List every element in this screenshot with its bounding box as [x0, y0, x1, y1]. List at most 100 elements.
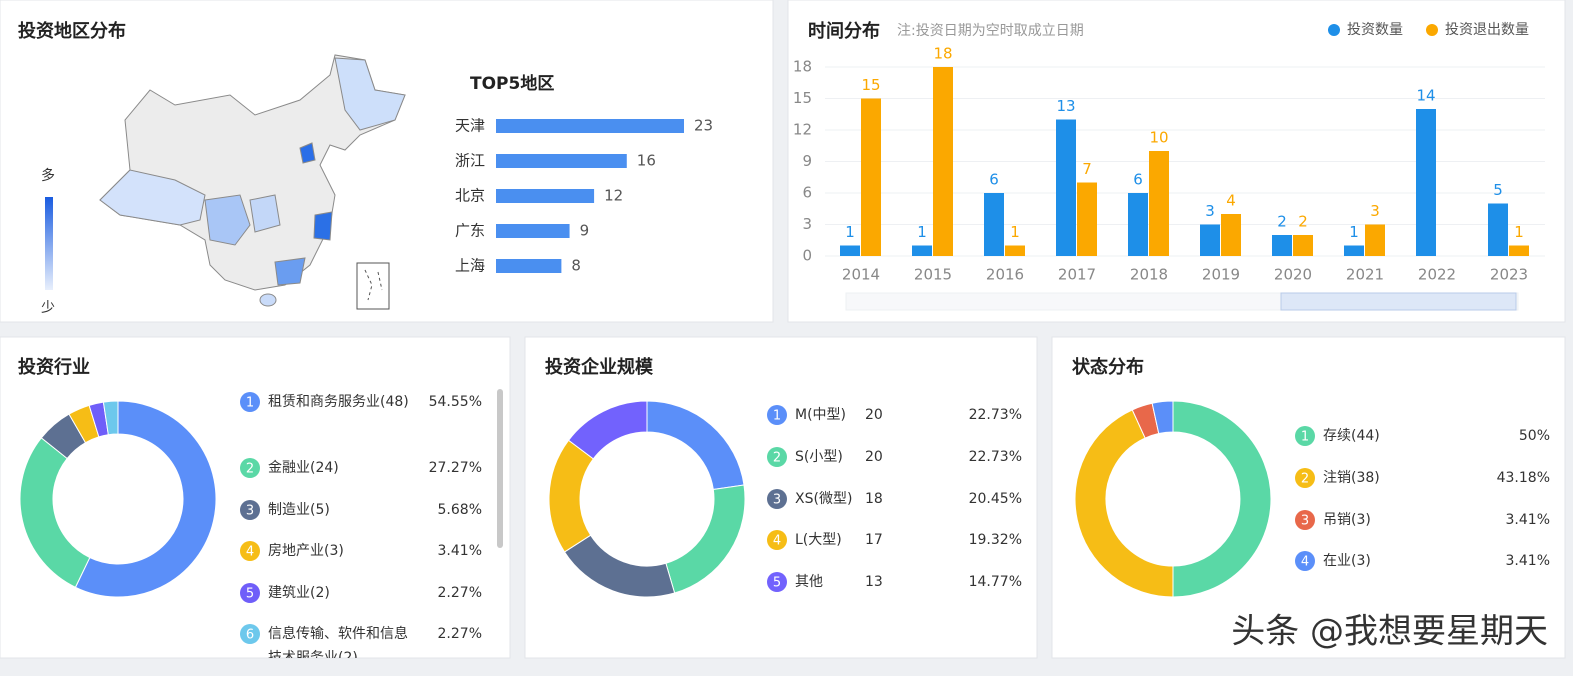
legend-number: 4 — [1301, 555, 1309, 570]
bar — [496, 119, 684, 133]
data-label: 1 — [1514, 223, 1524, 241]
bar — [1365, 224, 1385, 256]
legend-badge — [1295, 510, 1315, 530]
legend-badge — [1295, 468, 1315, 488]
legend-number: 3 — [246, 504, 254, 519]
donut-slice — [1151, 400, 1174, 435]
legend-percent: 2.27% — [438, 626, 482, 642]
legend-label: 其他 — [795, 574, 823, 590]
legend-number: 1 — [1301, 430, 1309, 445]
legend-percent: 54.55% — [429, 394, 482, 410]
legend-number: 5 — [246, 587, 254, 602]
bar — [1344, 245, 1364, 256]
legend-percent: 3.41% — [438, 543, 482, 559]
legend-label: 房地产业(3) — [268, 543, 344, 559]
panel-title: 投资地区分布 — [18, 20, 126, 42]
legend-number: 1 — [246, 396, 254, 411]
data-label: 2 — [1298, 213, 1308, 231]
value-label: 8 — [571, 257, 581, 275]
bar — [1416, 109, 1436, 256]
value-label: 9 — [580, 222, 590, 240]
legend-label: 金融业(24) — [268, 460, 339, 476]
panel-title: 时间分布 — [808, 20, 880, 42]
bar — [496, 154, 627, 168]
bar — [933, 67, 953, 256]
legend-number: 2 — [246, 462, 254, 477]
legend-badge — [767, 405, 787, 425]
data-label: 14 — [1416, 87, 1435, 105]
panel — [0, 0, 774, 323]
legend-name-box: 金融业(24) — [268, 460, 339, 476]
legend-badge — [767, 447, 787, 467]
y-tick-label: 9 — [802, 152, 812, 170]
legend-label: 投资数量 — [1347, 22, 1403, 38]
legend-badge — [767, 489, 787, 509]
legend-percent: 19.32% — [969, 532, 1022, 548]
x-tick-label: 2020 — [1274, 266, 1312, 284]
x-tick-label: 2015 — [914, 266, 952, 284]
legend-number: 3 — [773, 493, 781, 508]
category-label: 广东 — [455, 222, 485, 240]
data-label: 7 — [1082, 160, 1092, 178]
data-label: 4 — [1226, 192, 1236, 210]
x-tick-label: 2016 — [986, 266, 1024, 284]
bar — [912, 245, 932, 256]
data-label: 1 — [845, 223, 855, 241]
panel-title: 投资行业 — [18, 356, 90, 378]
legend-number: 2 — [773, 451, 781, 466]
category-label: 天津 — [455, 117, 485, 135]
data-label: 15 — [861, 76, 880, 94]
legend-count: 17 — [865, 532, 883, 548]
value-label: 16 — [637, 152, 656, 170]
x-tick-label: 2019 — [1202, 266, 1240, 284]
bar — [1272, 235, 1292, 256]
x-tick-label: 2014 — [842, 266, 880, 284]
data-label: 6 — [1133, 171, 1143, 189]
legend-number: 5 — [773, 576, 781, 591]
legend-badge — [240, 583, 260, 603]
x-tick-label: 2022 — [1418, 266, 1456, 284]
legend-percent: 2.27% — [438, 585, 482, 601]
bar — [496, 189, 595, 203]
legend-swatch — [1328, 24, 1340, 36]
legend-count: 18 — [865, 491, 883, 507]
legend-label: M(中型) — [795, 407, 846, 423]
legend-badge — [240, 500, 260, 520]
y-tick-label: 0 — [802, 247, 812, 265]
bar — [1509, 245, 1529, 256]
legend-name-box: 租赁和商务服务业(48) — [268, 394, 409, 410]
category-label: 浙江 — [455, 152, 485, 170]
legend-percent: 27.27% — [429, 460, 482, 476]
x-tick-label: 2018 — [1130, 266, 1168, 284]
donut-slice — [1172, 400, 1272, 598]
legend-percent: 22.73% — [969, 449, 1022, 465]
legend-percent: 3.41% — [1506, 553, 1550, 569]
legend-badge — [1295, 426, 1315, 446]
watermark: 头条 @我想要星期天 — [1231, 612, 1548, 652]
legend-badge — [1295, 551, 1315, 571]
data-label: 10 — [1149, 129, 1168, 147]
legend-number: 4 — [773, 534, 781, 549]
legend-label: XS(微型) — [795, 491, 852, 507]
data-label: 5 — [1493, 181, 1503, 199]
data-label: 18 — [933, 45, 952, 63]
legend-percent: 22.73% — [969, 407, 1022, 423]
panel — [1051, 336, 1566, 659]
legend-label: 建筑业(2) — [268, 585, 330, 601]
legend-label: 租赁和商务服务业(48) — [268, 394, 409, 410]
subtitle: 注:投资日期为空时取成立日期 — [897, 23, 1084, 39]
legend-label: 在业(3) — [1323, 553, 1371, 569]
legend-badge — [767, 530, 787, 550]
donut-slice — [74, 400, 217, 598]
data-label: 1 — [917, 223, 927, 241]
panel — [0, 336, 511, 659]
data-label: 1 — [1349, 223, 1359, 241]
legend-swatch — [1426, 24, 1438, 36]
bar — [1293, 235, 1313, 256]
zoom-window[interactable] — [1280, 292, 1517, 311]
bar — [496, 224, 570, 238]
legend-percent: 20.45% — [969, 491, 1022, 507]
legend-percent: 5.68% — [438, 502, 482, 518]
